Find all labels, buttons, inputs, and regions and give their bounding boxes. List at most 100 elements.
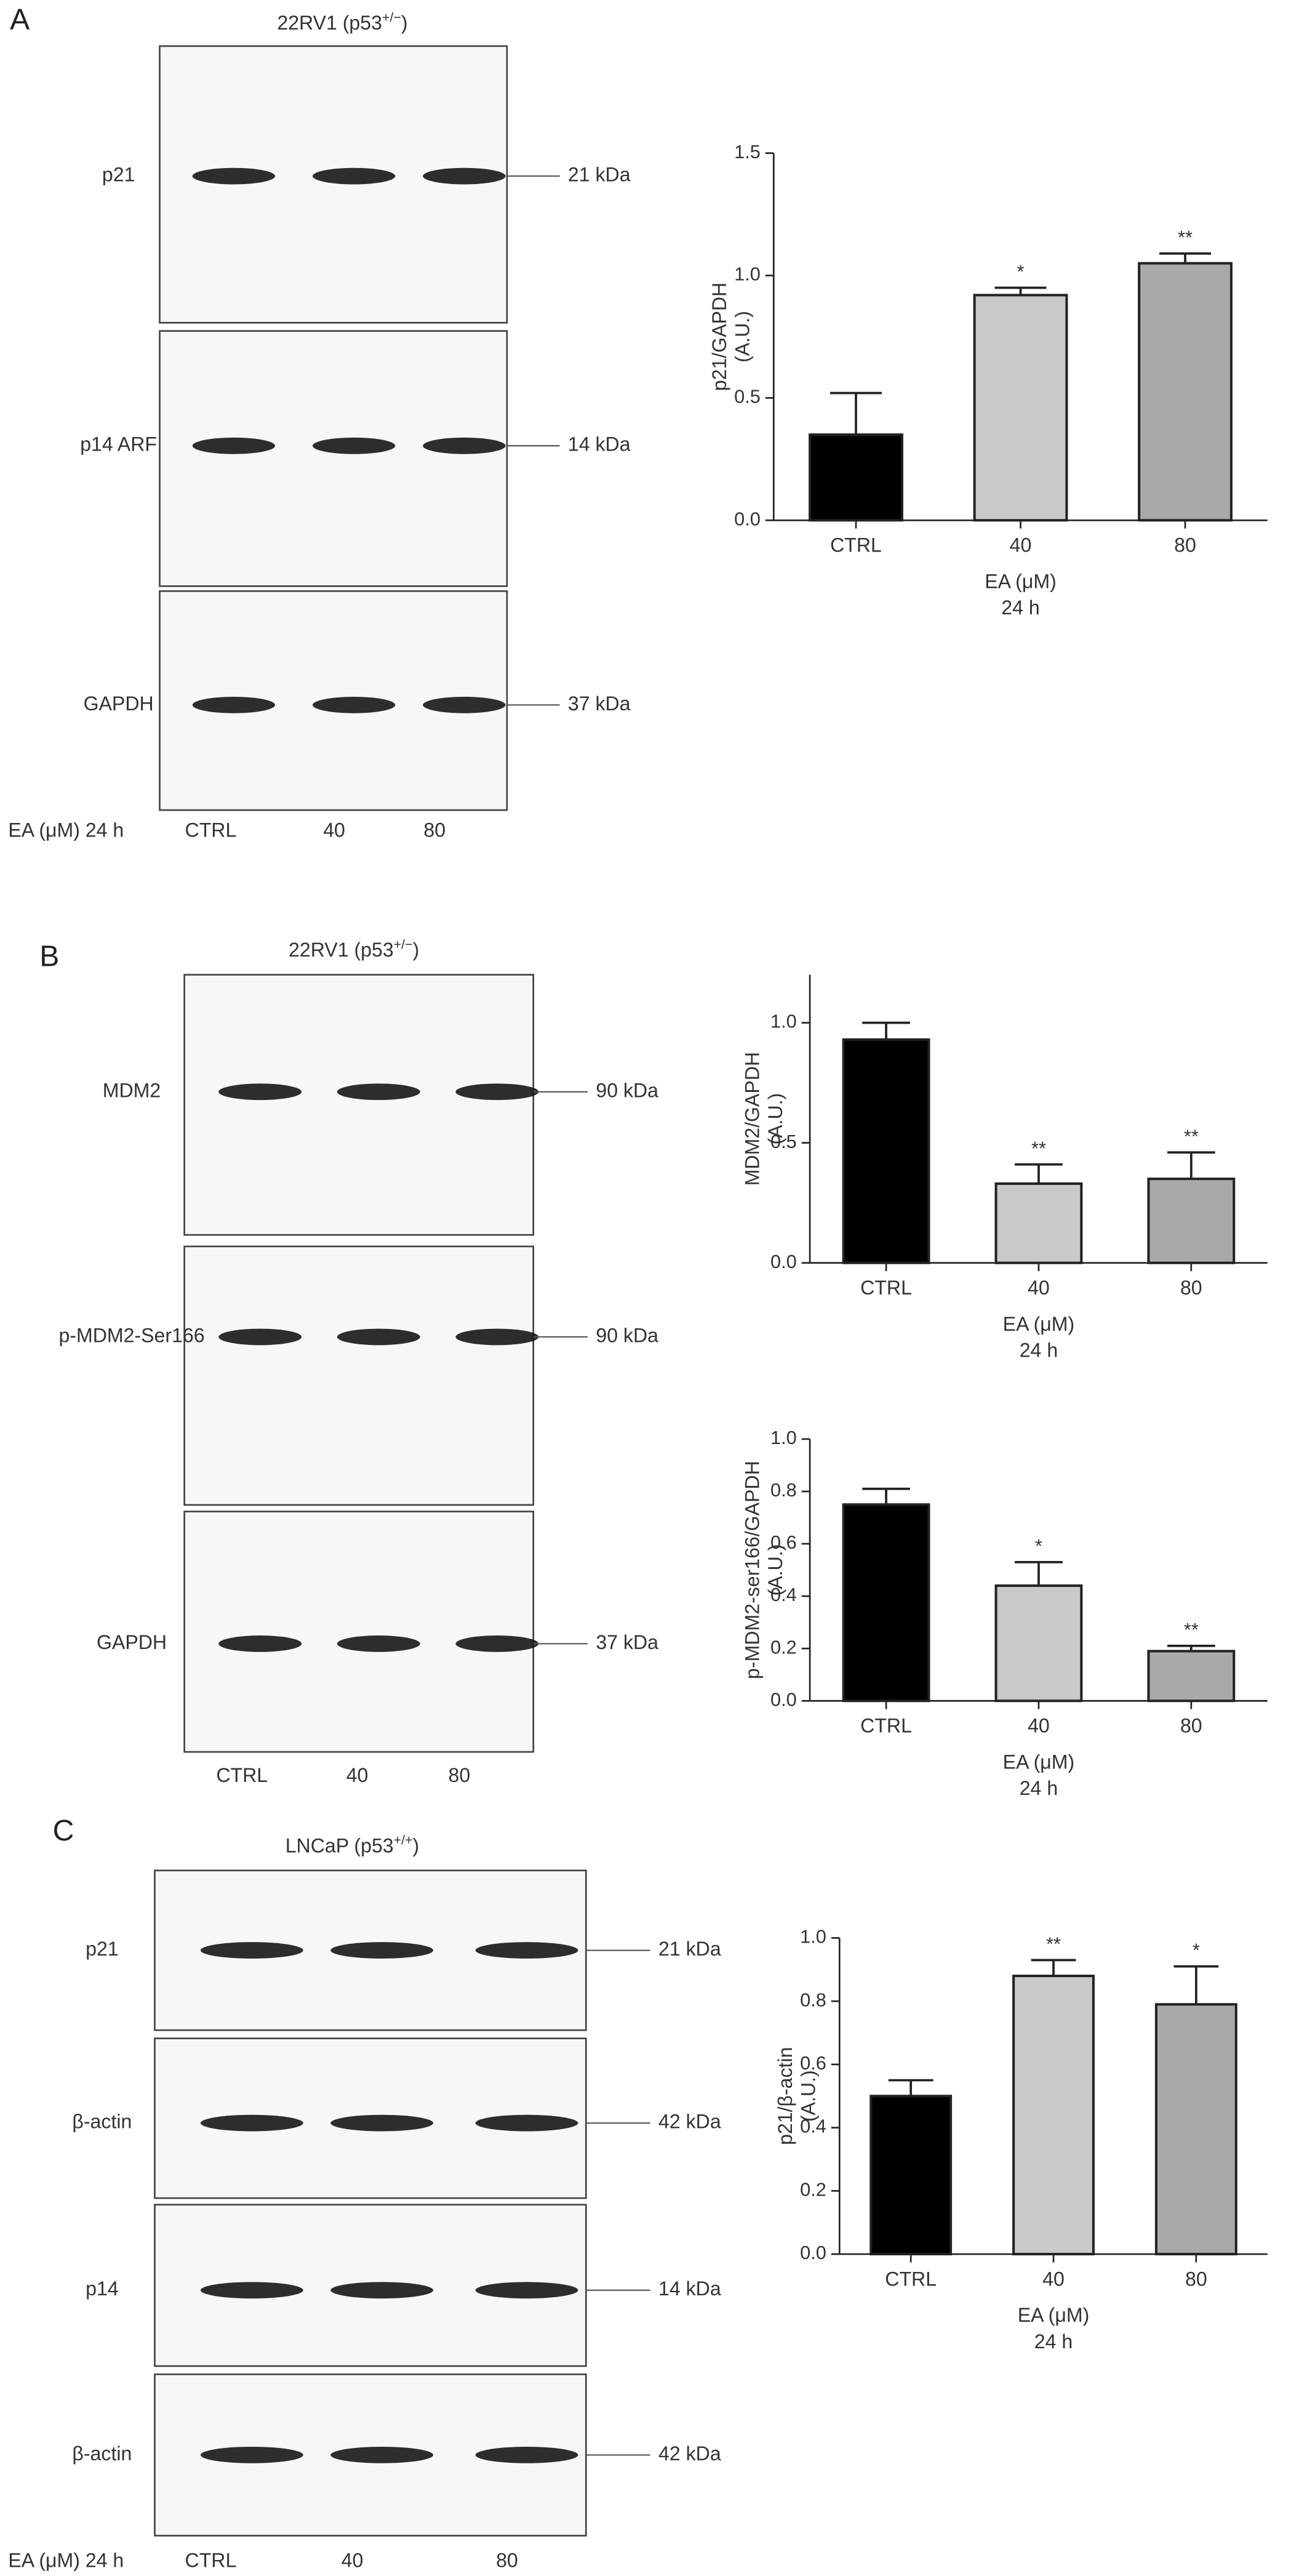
significance-mark: ** [1031, 1138, 1046, 1159]
blot-band [475, 2114, 578, 2132]
significance-mark: ** [1184, 1125, 1199, 1147]
blot-title-superscript: +/− [382, 10, 401, 25]
y-tick-label: 0.0 [734, 508, 761, 529]
blot-band [423, 696, 506, 713]
y-tick-label: 0.0 [770, 1251, 797, 1272]
x-tick-label: 80 [1180, 1277, 1202, 1299]
kda-label: 90 kDa [596, 1324, 658, 1346]
y-axis-unit: (A.U.) [764, 1093, 786, 1145]
blot-strip [159, 45, 508, 324]
treatment-label: EA (μM) 24 h [8, 819, 124, 841]
blot-band [312, 696, 396, 713]
bar [842, 1503, 930, 1703]
protein-label: GAPDH [97, 1631, 167, 1653]
blot-band [330, 1942, 434, 1959]
blot-title-part: ) [413, 939, 420, 961]
y-tick-label: 0.2 [800, 2178, 826, 2200]
protein-label: β-actin [72, 2111, 132, 2133]
bar [842, 1038, 930, 1264]
kda-label: 90 kDa [596, 1079, 658, 1101]
x-tick-label: 40 [1028, 1277, 1050, 1299]
kda-label: 37 kDa [596, 1631, 658, 1653]
x-tick-label: CTRL [885, 2268, 937, 2290]
blot-band [423, 437, 506, 454]
blot-strip [183, 1245, 535, 1506]
blot-band [192, 167, 276, 185]
x-axis-sublabel: 24 h [1034, 2330, 1073, 2353]
blot-band [455, 1328, 539, 1346]
blot-band [330, 2282, 434, 2299]
lane-label: CTRL [185, 819, 237, 841]
y-axis-label: MDM2/GAPDH [741, 1052, 764, 1186]
blot-band [337, 1635, 420, 1652]
protein-label: β-actin [72, 2442, 132, 2465]
bar [1138, 262, 1233, 522]
blot-band [312, 167, 396, 185]
blot-band [455, 1635, 539, 1652]
protein-label: p-MDM2-Ser166 [58, 1324, 204, 1346]
blot-band [218, 1083, 302, 1101]
blot-band [337, 1328, 420, 1346]
blot-band [330, 2447, 434, 2463]
kda-label: 21 kDa [658, 1938, 721, 1960]
blot-strip [183, 1511, 535, 1753]
x-tick-label: CTRL [860, 1277, 912, 1299]
y-tick-label: 0.5 [770, 1131, 797, 1152]
significance-mark: * [1035, 1535, 1042, 1557]
x-axis-sublabel: 24 h [1020, 1777, 1058, 1799]
lane-label: 80 [423, 819, 446, 841]
blot-title-superscript: +/+ [394, 1832, 413, 1847]
y-tick-label: 1.0 [770, 1011, 797, 1032]
y-axis-label: p21/β-actin [774, 2047, 796, 2145]
blot-band [200, 1942, 303, 1959]
x-tick-label: CTRL [830, 534, 882, 556]
kda-label: 42 kDa [658, 2442, 721, 2465]
y-tick-label: 0.8 [800, 1989, 826, 2010]
protein-label: p14 ARF [80, 433, 157, 455]
blot-strip [159, 330, 508, 587]
blot-band [200, 2114, 303, 2132]
kda-label: 14 kDa [568, 433, 631, 455]
significance-mark: ** [1046, 1933, 1061, 1954]
blot-band [200, 2447, 303, 2463]
bar [994, 1182, 1083, 1264]
x-tick-label: 40 [1028, 1715, 1050, 1737]
blot-band [192, 696, 276, 713]
blot-band [337, 1083, 420, 1101]
blot-title-part: 22RV1 (p53 [277, 12, 382, 34]
blot-band [475, 2447, 578, 2463]
bar [973, 294, 1068, 522]
protein-label: p21 [102, 164, 135, 186]
y-axis-unit: (A.U.) [797, 2070, 820, 2122]
significance-mark: ** [1184, 1619, 1199, 1640]
blot-title: LNCaP (p53+/+) [286, 1832, 420, 1857]
blot-band [330, 2114, 434, 2132]
x-tick-label: 80 [1174, 534, 1196, 556]
lane-label: 40 [346, 1764, 369, 1786]
blot-band [423, 167, 506, 185]
lane-label: 80 [496, 2550, 518, 2572]
y-axis-unit: (A.U.) [764, 1544, 786, 1596]
blot-band [475, 1942, 578, 1959]
x-tick-label: 80 [1180, 1715, 1202, 1737]
bar [1147, 1178, 1236, 1264]
y-tick-label: 0.8 [770, 1479, 797, 1501]
blot-strip [183, 974, 535, 1236]
y-axis-label: p21/GAPDH [708, 283, 730, 391]
y-axis-unit: (A.U.) [732, 311, 754, 363]
kda-label: 42 kDa [658, 2111, 721, 2133]
x-axis-label: EA (μM) [1018, 2304, 1090, 2326]
kda-label: 14 kDa [658, 2277, 721, 2300]
x-axis-sublabel: 24 h [1001, 596, 1039, 619]
blot-band [192, 437, 276, 454]
panel-label: B [39, 940, 59, 973]
significance-mark: * [1017, 261, 1025, 283]
blot-title: 22RV1 (p53+/−) [277, 10, 407, 34]
blot-band [200, 2282, 303, 2299]
protein-label: p21 [86, 1938, 119, 1960]
bar [1147, 1650, 1236, 1703]
blot-band [455, 1083, 539, 1101]
bar [994, 1584, 1083, 1703]
